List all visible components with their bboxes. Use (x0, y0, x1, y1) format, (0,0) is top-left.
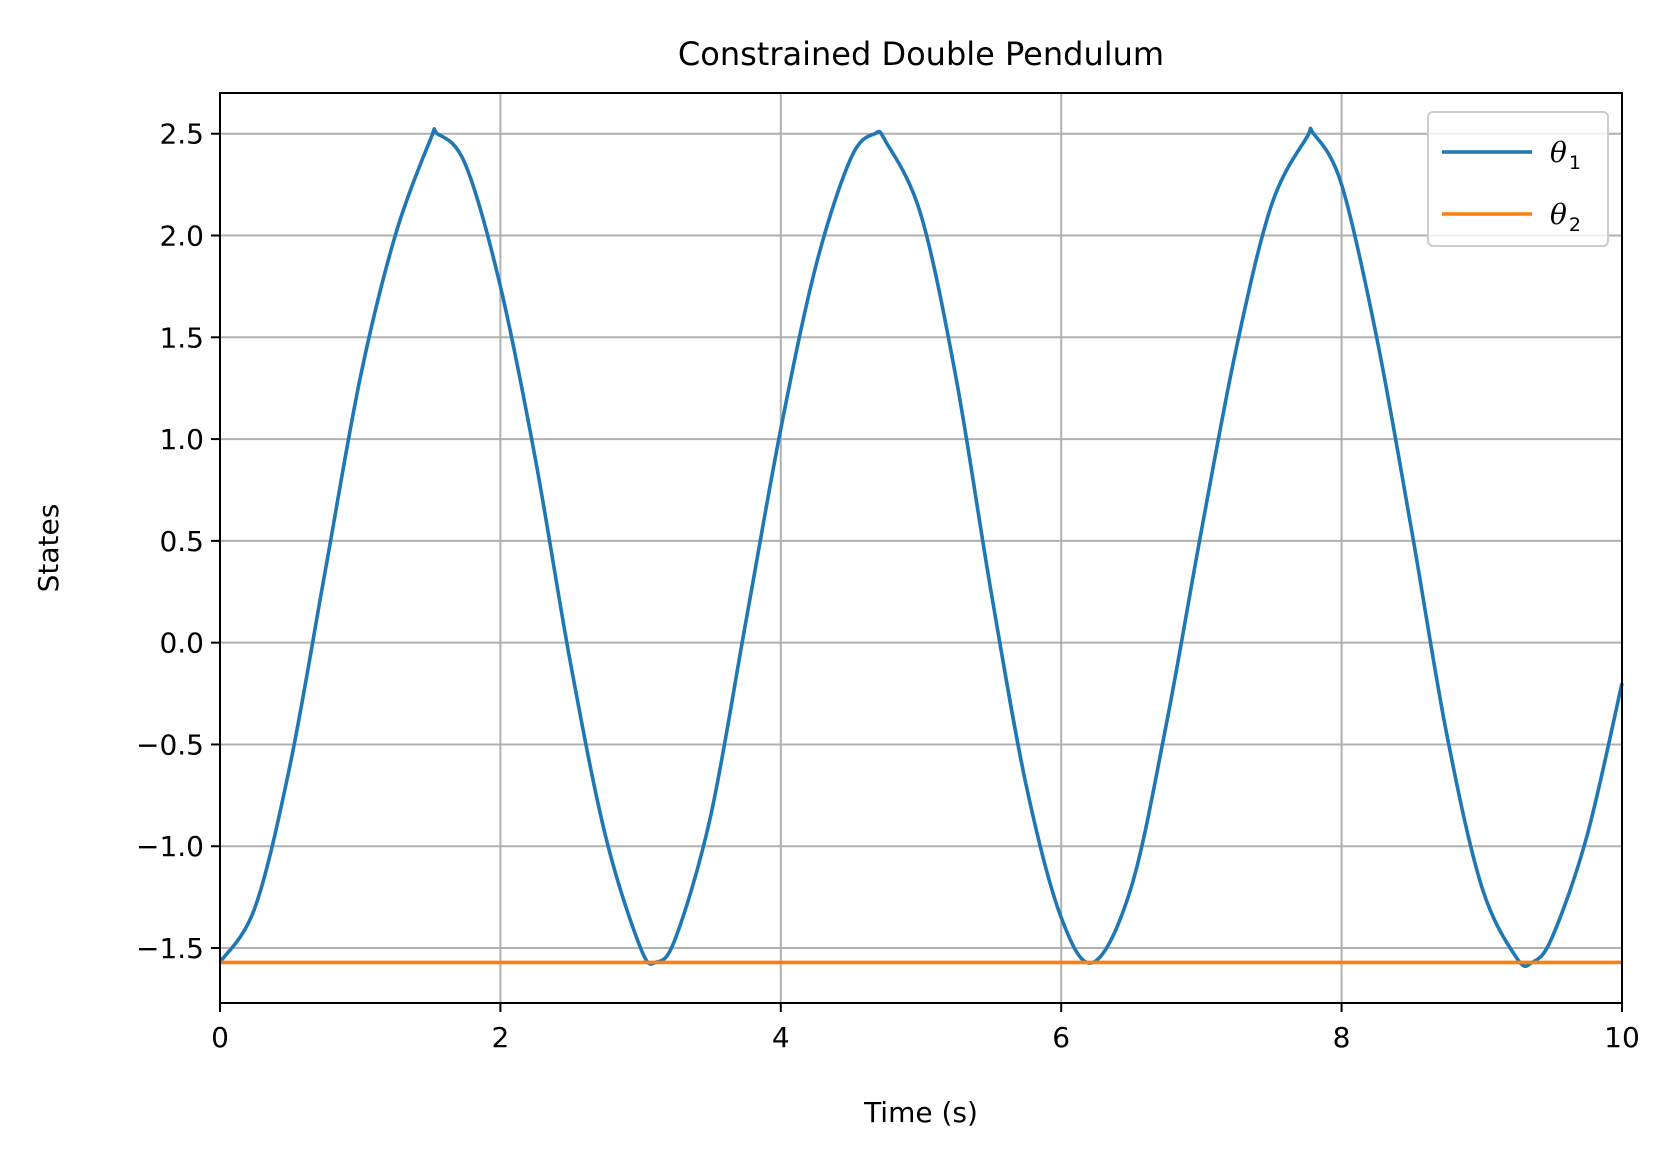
x-tick-label: 8 (1333, 1021, 1351, 1054)
y-tick-label: 2.0 (159, 220, 204, 253)
x-tick-label: 10 (1604, 1021, 1640, 1054)
y-tick-label: −1.5 (136, 932, 204, 965)
x-tick-label: 4 (772, 1021, 790, 1054)
series-line-theta1 (218, 126, 1624, 968)
y-tick-label: −0.5 (136, 728, 204, 761)
grid (219, 93, 1623, 1003)
x-axis-label: Time (s) (863, 1096, 978, 1129)
y-tick-label: 0.0 (159, 627, 204, 660)
y-tick-label: −1.0 (136, 830, 204, 863)
legend-box (1427, 111, 1609, 247)
series-layer (218, 126, 1624, 968)
x-tick-label: 0 (211, 1021, 229, 1054)
x-tick-label: 6 (1052, 1021, 1070, 1054)
chart-title: Constrained Double Pendulum (678, 35, 1164, 73)
y-tick-label: 0.5 (159, 525, 204, 558)
y-tick-label: 1.5 (159, 321, 204, 354)
y-tick-label: 2.5 (159, 118, 204, 151)
plot-frame (219, 92, 1623, 1004)
y-tick-label: 1.0 (159, 423, 204, 456)
legend: θ 1 θ 2 (1427, 111, 1609, 247)
y-axis-label: States (32, 504, 65, 593)
x-tick-label: 2 (491, 1021, 509, 1054)
ticks: 0 2 4 6 8 10 −1.5 −1.0 −0.5 0.0 0.5 1.0 1.5 2.0 2.5 (136, 118, 1640, 1054)
